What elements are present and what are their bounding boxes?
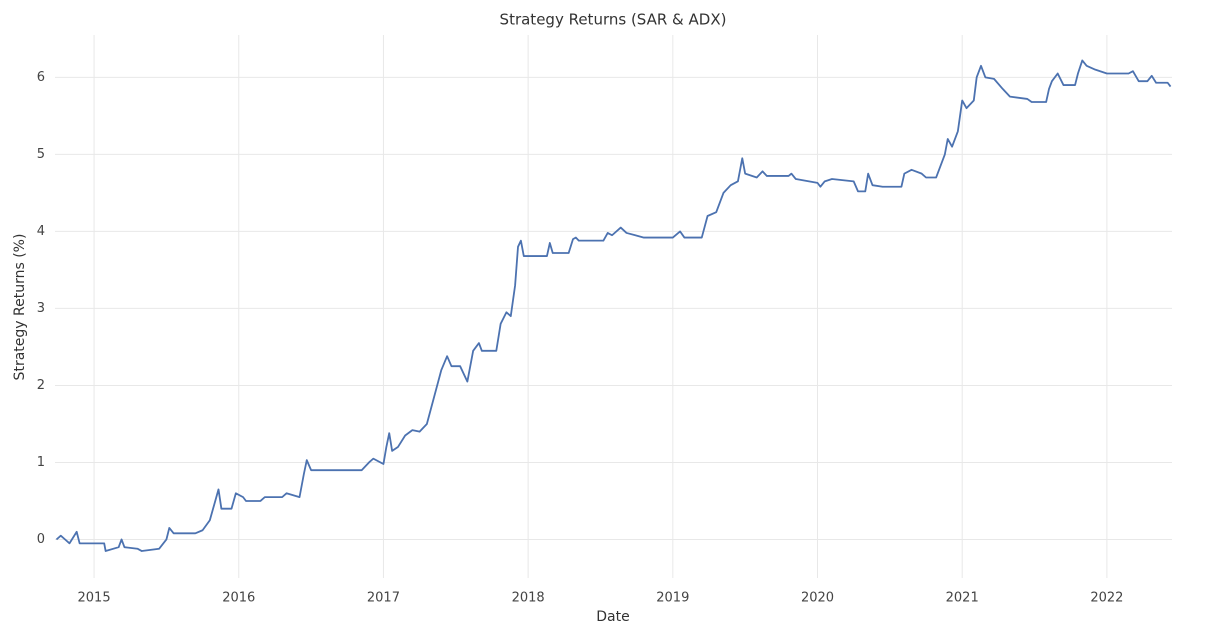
x-tick-label: 2017: [367, 591, 400, 606]
y-tick-label: 2: [37, 378, 45, 393]
line-series: [55, 59, 1172, 552]
x-tick-label: 2020: [801, 591, 834, 606]
x-tick-label: 2022: [1090, 591, 1123, 606]
y-axis-label: Strategy Returns (%): [12, 234, 28, 381]
x-tick-label: 2021: [946, 591, 979, 606]
y-tick-label: 3: [37, 301, 45, 316]
x-tick-label: 2018: [512, 591, 545, 606]
y-tick-label: 6: [37, 70, 45, 85]
x-tick-label: 2019: [656, 591, 689, 606]
chart-title: Strategy Returns (SAR & ADX): [500, 11, 727, 29]
y-tick-label: 1: [37, 455, 45, 470]
y-tick-label: 5: [37, 147, 45, 162]
y-tick-label: 0: [37, 532, 45, 547]
x-tick-label: 2016: [222, 591, 255, 606]
x-tick-label: 2015: [78, 591, 111, 606]
x-axis-label: Date: [596, 609, 629, 625]
y-tick-label: 4: [37, 224, 45, 239]
